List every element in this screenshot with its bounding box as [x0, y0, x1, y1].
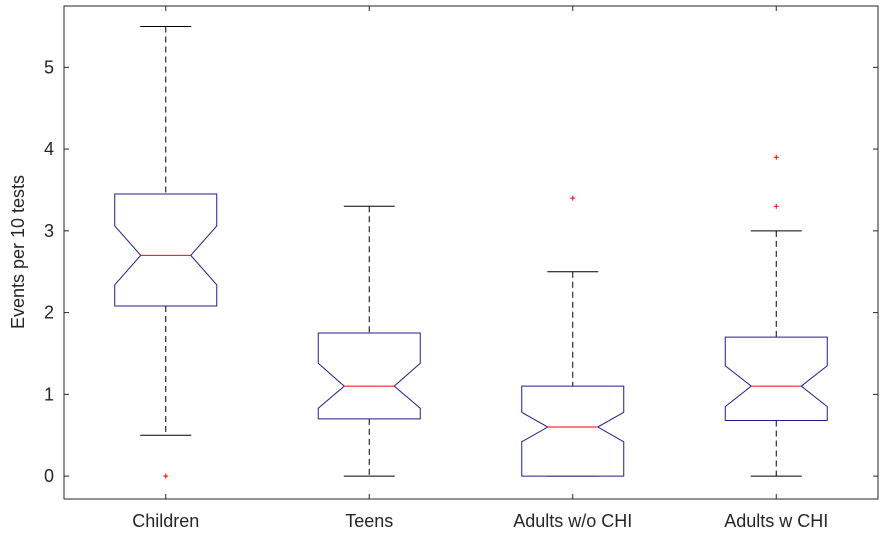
y-axis-title: Events per 10 tests [8, 175, 28, 329]
y-tick-label: 2 [44, 303, 54, 323]
x-tick-label: Adults w CHI [724, 511, 828, 531]
y-tick-label: 5 [44, 57, 54, 77]
y-tick-label: 3 [44, 221, 54, 241]
x-tick-label: Adults w/o CHI [513, 511, 632, 531]
y-tick-label: 1 [44, 384, 54, 404]
x-tick-label: Teens [345, 511, 393, 531]
box-2 [521, 195, 625, 477]
outlier-marker [773, 203, 779, 209]
box-3 [724, 154, 828, 477]
y-tick-label: 0 [44, 466, 54, 486]
plot-frame [63, 5, 879, 500]
notched-box [114, 193, 218, 307]
plot-border [63, 5, 879, 500]
box-0 [114, 25, 218, 479]
notched-box [724, 336, 828, 422]
outlier-marker [163, 473, 169, 479]
x-axis: Children Teens Adults w/o CHI Adults w CHI [132, 6, 828, 531]
y-tick-label: 4 [44, 139, 54, 159]
y-axis: 0 1 2 3 4 5 [44, 57, 878, 486]
box-series [114, 25, 828, 479]
notched-box [521, 385, 625, 477]
x-tick-label: Children [132, 511, 199, 531]
outlier-marker [773, 154, 779, 160]
notched-box [317, 332, 421, 420]
box-1 [317, 205, 421, 477]
outlier-marker [570, 195, 576, 201]
